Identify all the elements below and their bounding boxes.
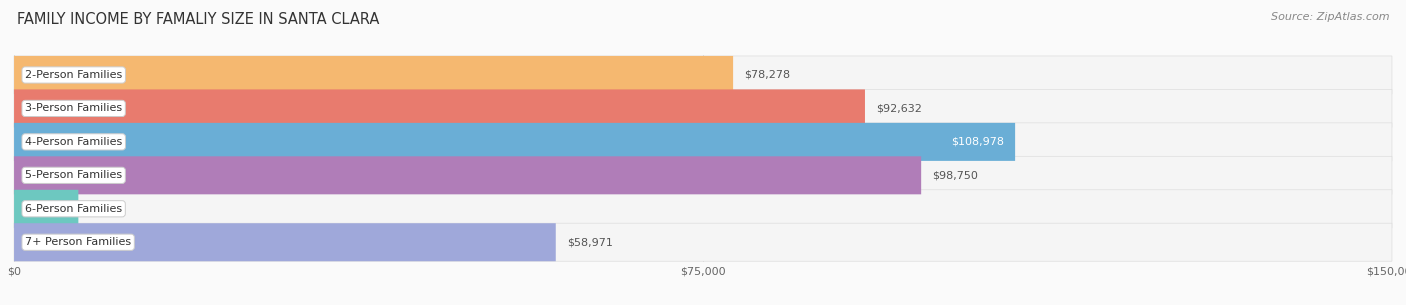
FancyBboxPatch shape — [14, 56, 733, 94]
Text: $92,632: $92,632 — [876, 103, 922, 113]
Text: 4-Person Families: 4-Person Families — [25, 137, 122, 147]
Text: $58,971: $58,971 — [567, 237, 613, 247]
FancyBboxPatch shape — [14, 190, 1392, 228]
Text: Source: ZipAtlas.com: Source: ZipAtlas.com — [1271, 12, 1389, 22]
Text: $98,750: $98,750 — [932, 170, 979, 180]
Text: 3-Person Families: 3-Person Families — [25, 103, 122, 113]
FancyBboxPatch shape — [14, 190, 79, 228]
FancyBboxPatch shape — [14, 156, 921, 194]
Text: $78,278: $78,278 — [744, 70, 790, 80]
FancyBboxPatch shape — [14, 123, 1392, 161]
Text: $0: $0 — [87, 204, 101, 214]
FancyBboxPatch shape — [14, 89, 865, 127]
FancyBboxPatch shape — [14, 56, 1392, 94]
Text: 2-Person Families: 2-Person Families — [25, 70, 122, 80]
FancyBboxPatch shape — [14, 223, 1392, 261]
Text: 6-Person Families: 6-Person Families — [25, 204, 122, 214]
FancyBboxPatch shape — [14, 156, 1392, 194]
Text: $108,978: $108,978 — [950, 137, 1004, 147]
Text: FAMILY INCOME BY FAMALIY SIZE IN SANTA CLARA: FAMILY INCOME BY FAMALIY SIZE IN SANTA C… — [17, 12, 380, 27]
Text: 7+ Person Families: 7+ Person Families — [25, 237, 131, 247]
FancyBboxPatch shape — [14, 89, 1392, 127]
Text: 5-Person Families: 5-Person Families — [25, 170, 122, 180]
FancyBboxPatch shape — [14, 223, 555, 261]
FancyBboxPatch shape — [14, 123, 1015, 161]
